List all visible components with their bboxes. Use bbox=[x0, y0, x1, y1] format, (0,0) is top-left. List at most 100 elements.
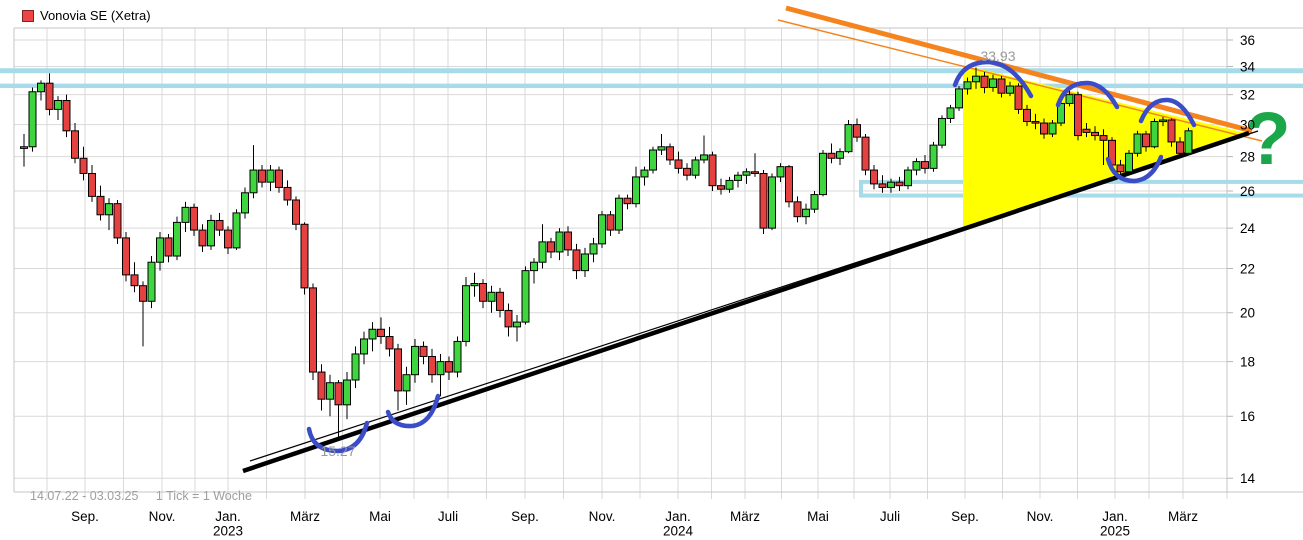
candle bbox=[470, 272, 479, 297]
x-axis-month-label: Jan. bbox=[215, 509, 241, 524]
candle bbox=[1074, 91, 1082, 141]
candle bbox=[802, 203, 810, 225]
x-axis-month-label: März bbox=[290, 509, 320, 524]
x-axis-month-label: Sep. bbox=[951, 509, 979, 524]
candle bbox=[496, 287, 504, 318]
candle bbox=[666, 143, 674, 165]
candle bbox=[946, 104, 955, 124]
candle bbox=[79, 146, 88, 181]
candle bbox=[980, 72, 989, 94]
y-axis-tick-label: 30 bbox=[1240, 117, 1255, 132]
candle bbox=[640, 166, 649, 186]
question-mark-annotation: ? bbox=[1245, 97, 1290, 180]
candle bbox=[105, 198, 113, 231]
candle bbox=[351, 346, 360, 389]
swoosh-annotation bbox=[1138, 97, 1197, 128]
candle bbox=[1057, 100, 1065, 127]
candle bbox=[198, 224, 207, 252]
plot-borders bbox=[13, 27, 1303, 493]
triangle-zone bbox=[963, 65, 1250, 228]
candle bbox=[385, 326, 394, 357]
candle bbox=[45, 73, 54, 116]
candle bbox=[963, 77, 972, 95]
candle bbox=[912, 158, 921, 176]
candle bbox=[377, 317, 385, 344]
candle bbox=[691, 156, 700, 179]
candle bbox=[751, 153, 759, 177]
x-axis-month-label: Sep. bbox=[71, 509, 99, 524]
candle bbox=[232, 209, 241, 250]
high-annotation: 33.93 bbox=[980, 48, 1015, 64]
candle bbox=[555, 228, 564, 261]
candle bbox=[989, 74, 997, 92]
price-annotations: 33.93 15.27 bbox=[320, 48, 1015, 459]
candle bbox=[28, 87, 37, 152]
candle bbox=[521, 266, 530, 325]
x-axis-month-label: Nov. bbox=[149, 509, 176, 524]
candle bbox=[836, 148, 844, 165]
candle bbox=[997, 76, 1006, 98]
candle bbox=[955, 86, 963, 111]
low-annotation: 15.27 bbox=[320, 443, 355, 459]
candle bbox=[368, 322, 377, 352]
candle bbox=[283, 180, 292, 206]
candle bbox=[1082, 123, 1091, 138]
x-axis-month-label: Jan. bbox=[1102, 509, 1128, 524]
candle bbox=[938, 115, 946, 149]
candle bbox=[309, 283, 317, 381]
y-axis-tick-label: 34 bbox=[1240, 59, 1256, 74]
x-axis-year-label: 2023 bbox=[213, 524, 243, 539]
candle bbox=[428, 348, 436, 383]
candle bbox=[1065, 90, 1074, 107]
y-axis-tick-label: 20 bbox=[1240, 306, 1255, 321]
trendline-resistance bbox=[785, 5, 1253, 134]
date-range-label: 14.07.22 - 03.03.25 bbox=[30, 489, 139, 503]
candle bbox=[113, 200, 122, 244]
y-axis-tick-label: 36 bbox=[1240, 33, 1255, 48]
candle bbox=[419, 341, 428, 365]
x-axis-month-label: Nov. bbox=[589, 509, 616, 524]
candle bbox=[1125, 150, 1133, 174]
x-axis-month-label: März bbox=[730, 509, 760, 524]
candle bbox=[1167, 118, 1176, 147]
candle bbox=[1159, 116, 1167, 127]
candle bbox=[1133, 130, 1142, 157]
candle bbox=[1116, 159, 1125, 177]
candle bbox=[130, 262, 139, 293]
trendlines bbox=[242, 5, 1263, 474]
candle bbox=[598, 211, 606, 248]
candle bbox=[504, 303, 513, 337]
candle bbox=[581, 247, 589, 278]
chart-legend: Vonovia SE (Xetra) bbox=[22, 8, 151, 23]
candle bbox=[122, 232, 130, 282]
y-axis-tick-label: 18 bbox=[1240, 354, 1255, 369]
candle bbox=[538, 224, 547, 269]
candle bbox=[1048, 119, 1057, 138]
y-axis-tick-label: 16 bbox=[1240, 409, 1255, 424]
candle bbox=[173, 216, 181, 261]
candle bbox=[402, 366, 411, 405]
candle bbox=[164, 233, 173, 263]
candle bbox=[275, 166, 283, 193]
candle bbox=[54, 96, 62, 120]
y-axis-tick-label: 24 bbox=[1240, 221, 1256, 236]
candle bbox=[62, 94, 71, 138]
resistance-line bbox=[0, 83, 1303, 89]
swoosh-annotation bbox=[1105, 154, 1164, 184]
chart-title: Vonovia SE (Xetra) bbox=[40, 8, 151, 23]
candle bbox=[334, 380, 343, 438]
candle bbox=[564, 226, 572, 257]
candle bbox=[249, 145, 258, 199]
candle bbox=[1150, 118, 1159, 149]
x-axis-month-label: März bbox=[1168, 509, 1198, 524]
candle bbox=[649, 146, 657, 174]
candle bbox=[147, 256, 156, 309]
candle bbox=[1091, 126, 1099, 141]
candle bbox=[326, 374, 334, 417]
candle bbox=[708, 151, 717, 191]
candle bbox=[513, 315, 521, 342]
candle bbox=[725, 176, 734, 193]
candle bbox=[462, 277, 470, 347]
